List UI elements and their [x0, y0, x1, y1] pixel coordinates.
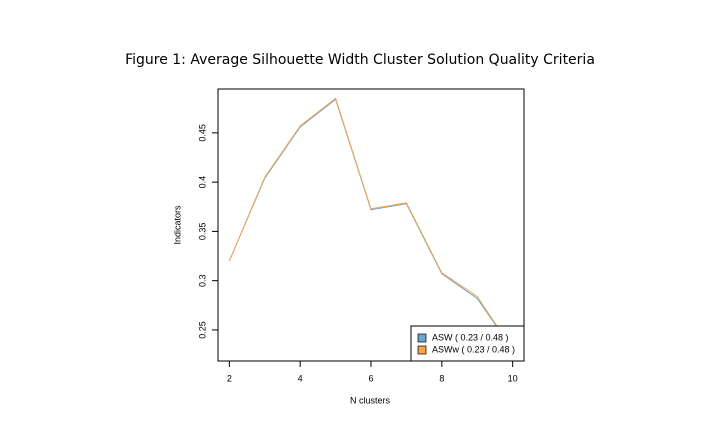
x-tick-label: 6	[368, 373, 373, 383]
series-line	[228, 98, 514, 350]
y-axis-label: Indicators	[172, 205, 182, 245]
x-axis-label: N clusters	[350, 395, 391, 405]
legend-box	[410, 325, 525, 362]
x-tick-label: 10	[508, 373, 518, 383]
x-tick-label: 2	[227, 373, 232, 383]
y-tick-label: 0.45	[197, 124, 207, 142]
legend-label: ASW ( 0.23 / 0.48 )	[432, 332, 509, 342]
legend-swatch	[417, 333, 427, 343]
y-tick-label: 0.4	[197, 176, 207, 189]
x-tick-label: 4	[298, 373, 303, 383]
chart-title: Figure 1: Average Silhouette Width Clust…	[125, 52, 595, 68]
y-tick-label: 0.35	[197, 223, 207, 241]
x-tick-label: 8	[439, 373, 444, 383]
legend-label: ASWw ( 0.23 / 0.48 )	[432, 344, 515, 354]
y-tick-label: 0.25	[197, 321, 207, 339]
y-tick-label: 0.3	[197, 274, 207, 287]
legend-swatch	[417, 345, 427, 355]
series-line	[228, 97, 514, 350]
plot-frame	[217, 88, 525, 362]
